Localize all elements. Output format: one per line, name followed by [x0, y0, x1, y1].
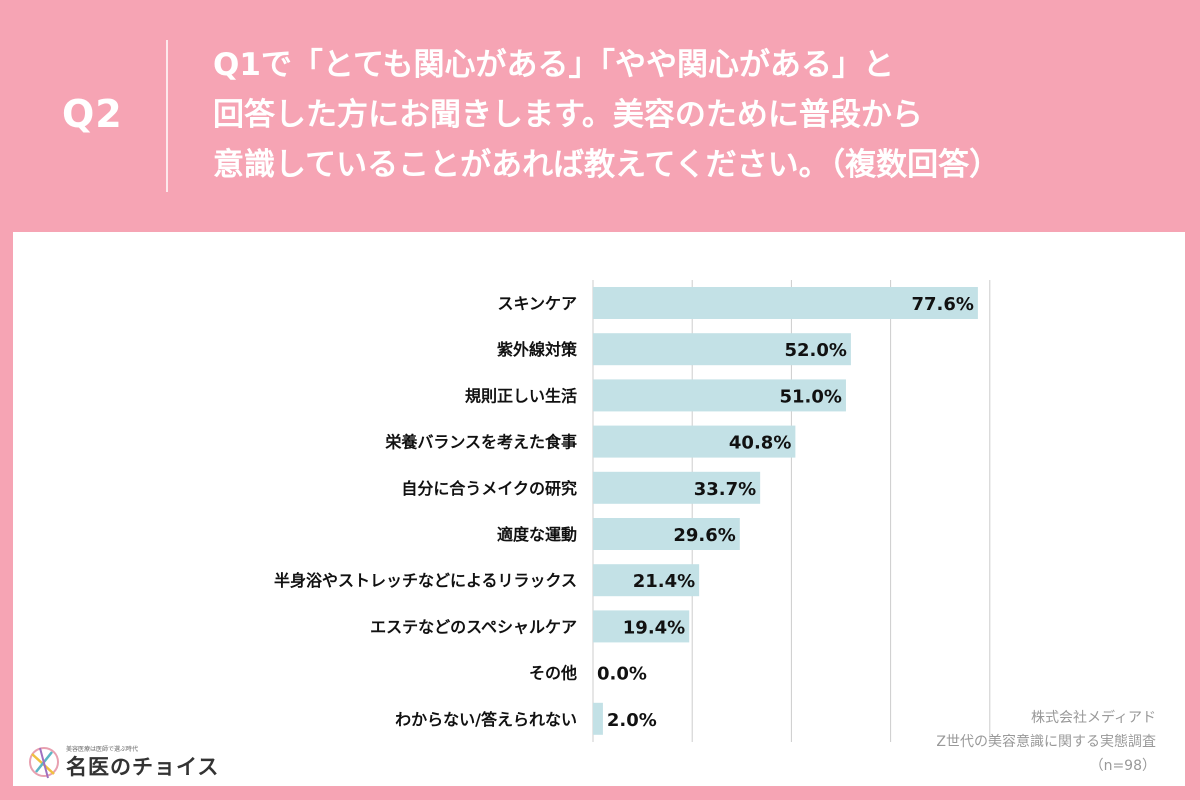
- value-label-7: 19.4%: [623, 617, 685, 638]
- category-label-2: 規則正しい生活: [465, 386, 577, 405]
- value-label-8: 0.0%: [597, 664, 647, 685]
- bar-9: [593, 702, 603, 735]
- logo: 美容医療は医師で選ぶ時代 名医のチョイス: [26, 740, 218, 782]
- category-label-7: エステなどのスペシャルケア: [370, 617, 577, 636]
- bar-7: [593, 610, 690, 643]
- question-line-2: 回答した方にお聞きします。美容のために普段から: [213, 97, 923, 133]
- chart-panel: スキンケア 77.6% 紫外線対策 52.0% 規則正しい生活 51.0% 栄養バランスを考…: [13, 232, 1185, 786]
- source-survey: Z世代の美容意識に関する実態調査: [936, 734, 1156, 750]
- source-note: 株式会社メディアド Z世代の美容意識に関する実態調査 （n=98）: [936, 706, 1156, 778]
- question-text: Q1で「とても関心がある」「やや関心がある」と 回答した方にお聞きします。美容の…: [213, 40, 1173, 190]
- header: Q2 Q1で「とても関心がある」「やや関心がある」と 回答した方にお聞きします。…: [0, 0, 1200, 230]
- source-sample: （n=98）: [1089, 758, 1156, 774]
- value-label-5: 29.6%: [673, 525, 735, 546]
- category-label-8: その他: [529, 664, 577, 683]
- category-label-9: わからない/答えられない: [395, 710, 577, 729]
- label-layer: スキンケア 77.6% 紫外線対策 52.0% 規則正しい生活 51.0% 栄養バランスを考…: [274, 294, 974, 731]
- category-label-3: 栄養バランスを考えた食事: [384, 433, 577, 452]
- bar-layer: [593, 287, 978, 735]
- category-label-5: 適度な運動: [497, 525, 577, 544]
- bar-chart: スキンケア 77.6% 紫外線対策 52.0% 規則正しい生活 51.0% 栄養バランスを考…: [274, 280, 991, 742]
- value-label-4: 33.7%: [694, 479, 756, 500]
- category-label-1: 紫外線対策: [497, 340, 578, 359]
- source-company: 株式会社メディアド: [1030, 710, 1156, 726]
- value-label-3: 40.8%: [729, 433, 791, 454]
- value-label-1: 52.0%: [784, 340, 846, 361]
- question-line-3: 意識していることがあれば教えてください。（複数回答）: [213, 147, 1001, 183]
- category-label-0: スキンケア: [497, 294, 577, 313]
- value-label-9: 2.0%: [607, 710, 657, 731]
- bar-0: [593, 287, 978, 319]
- value-label-2: 51.0%: [780, 386, 842, 407]
- category-label-6: 半身浴やストレッチなどによるリラックス: [274, 571, 577, 590]
- logo-tagline: 美容医療は医師で選ぶ時代: [66, 746, 139, 753]
- question-number: Q2: [62, 92, 123, 136]
- bar-3: [593, 425, 796, 458]
- choice-logo-icon: [29, 747, 59, 779]
- logo-name: 名医のチョイス: [66, 755, 220, 779]
- value-label-0: 77.6%: [911, 294, 973, 315]
- bar-5: [593, 518, 740, 550]
- bar-4: [593, 471, 761, 504]
- value-label-6: 21.4%: [633, 571, 695, 592]
- bar-1: [593, 333, 851, 366]
- question-line-1: Q1で「とても関心がある」「やや関心がある」と: [213, 47, 894, 83]
- category-label-4: 自分に合うメイクの研究: [401, 479, 577, 498]
- header-divider: [166, 40, 168, 192]
- bar-2: [593, 379, 846, 412]
- bar-6: [593, 564, 700, 597]
